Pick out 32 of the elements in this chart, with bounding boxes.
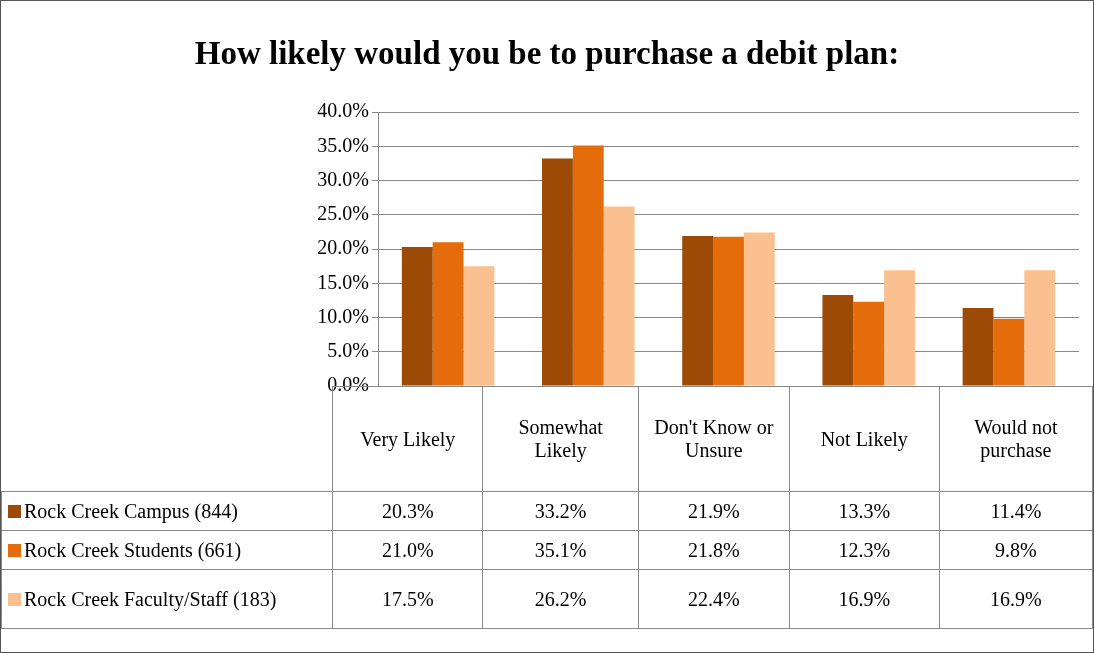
y-tick-label: 25.0%	[317, 202, 369, 224]
x-tick-label: Very Likely	[360, 427, 456, 450]
y-tick-label: 5.0%	[327, 339, 369, 361]
data-label: 17.5%	[332, 569, 483, 629]
y-tick-label: 10.0%	[317, 304, 369, 327]
data-label: 21.9%	[638, 491, 790, 531]
data-label: 22.4%	[638, 569, 790, 629]
chart-title: How likely would you be to purchase a debit plan:	[193, 35, 901, 73]
y-tick-label: 15.0%	[317, 270, 369, 293]
data-label: 16.9%	[789, 569, 940, 629]
x-tick-label: Don't Know or Unsure	[638, 386, 790, 492]
y-tick-label: 40.0%	[317, 99, 369, 122]
y-tick-label: 30.0%	[317, 167, 369, 190]
x-tick-label: Somewhat Likely	[482, 386, 639, 492]
data-label: 16.9%	[939, 569, 1093, 629]
x-tick-label: Would not purchase	[939, 386, 1093, 492]
legend-label: Rock Creek Faculty/Staff (183)	[1, 569, 333, 629]
data-label: 21.0%	[332, 530, 483, 570]
data-label: 13.3%	[789, 491, 940, 531]
data-label: 11.4%	[939, 491, 1093, 531]
data-label: 9.8%	[939, 530, 1093, 570]
data-label: 21.8%	[638, 530, 790, 570]
legend-label: Rock Creek Campus (844)	[1, 491, 333, 531]
data-label: 20.3%	[332, 491, 483, 531]
data-label: 26.2%	[482, 569, 639, 629]
data-label: 35.1%	[482, 530, 639, 570]
y-tick-label: 35.0%	[317, 133, 369, 156]
legend-label: Rock Creek Students (661)	[1, 530, 333, 570]
data-label: 12.3%	[789, 530, 940, 570]
y-tick-label: 20.0%	[317, 236, 369, 259]
x-tick-label: Not Likely	[789, 386, 940, 492]
data-label: 33.2%	[482, 491, 639, 531]
